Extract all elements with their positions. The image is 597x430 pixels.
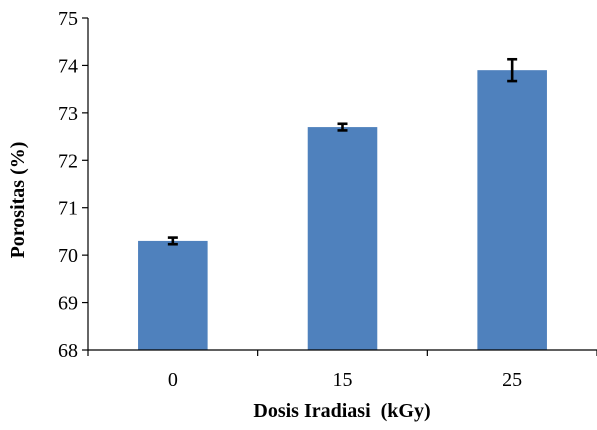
y-tick-label: 68: [58, 340, 78, 362]
bars-group: [138, 70, 547, 351]
y-ticks-group: 68 69 70 71 72 73 74 75: [58, 8, 88, 362]
y-tick-label: 72: [58, 150, 78, 172]
x-axis-title: Dosis Iradiasi (kGy): [253, 400, 430, 422]
y-axis-title: Porositas (%): [7, 142, 29, 259]
y-tick-label: 69: [58, 293, 78, 315]
y-tick-label: 70: [58, 245, 78, 267]
error-bars-group: [167, 57, 518, 246]
y-tick-label: 71: [58, 198, 78, 220]
x-tick-label: 15: [333, 369, 353, 391]
error-bar-25: [507, 57, 518, 83]
x-tick-label: 0: [168, 369, 178, 391]
bar-15: [307, 127, 378, 350]
x-tick-label: 25: [502, 369, 522, 391]
y-tick-label: 73: [58, 103, 78, 125]
error-bar-15: [337, 122, 348, 132]
x-ticks-group: 0 15 25: [87, 350, 597, 391]
bar-0: [138, 240, 208, 350]
y-tick-label: 75: [58, 8, 78, 30]
error-bar-0: [167, 236, 178, 246]
y-tick-label: 74: [58, 55, 78, 77]
bar-25: [477, 70, 547, 351]
